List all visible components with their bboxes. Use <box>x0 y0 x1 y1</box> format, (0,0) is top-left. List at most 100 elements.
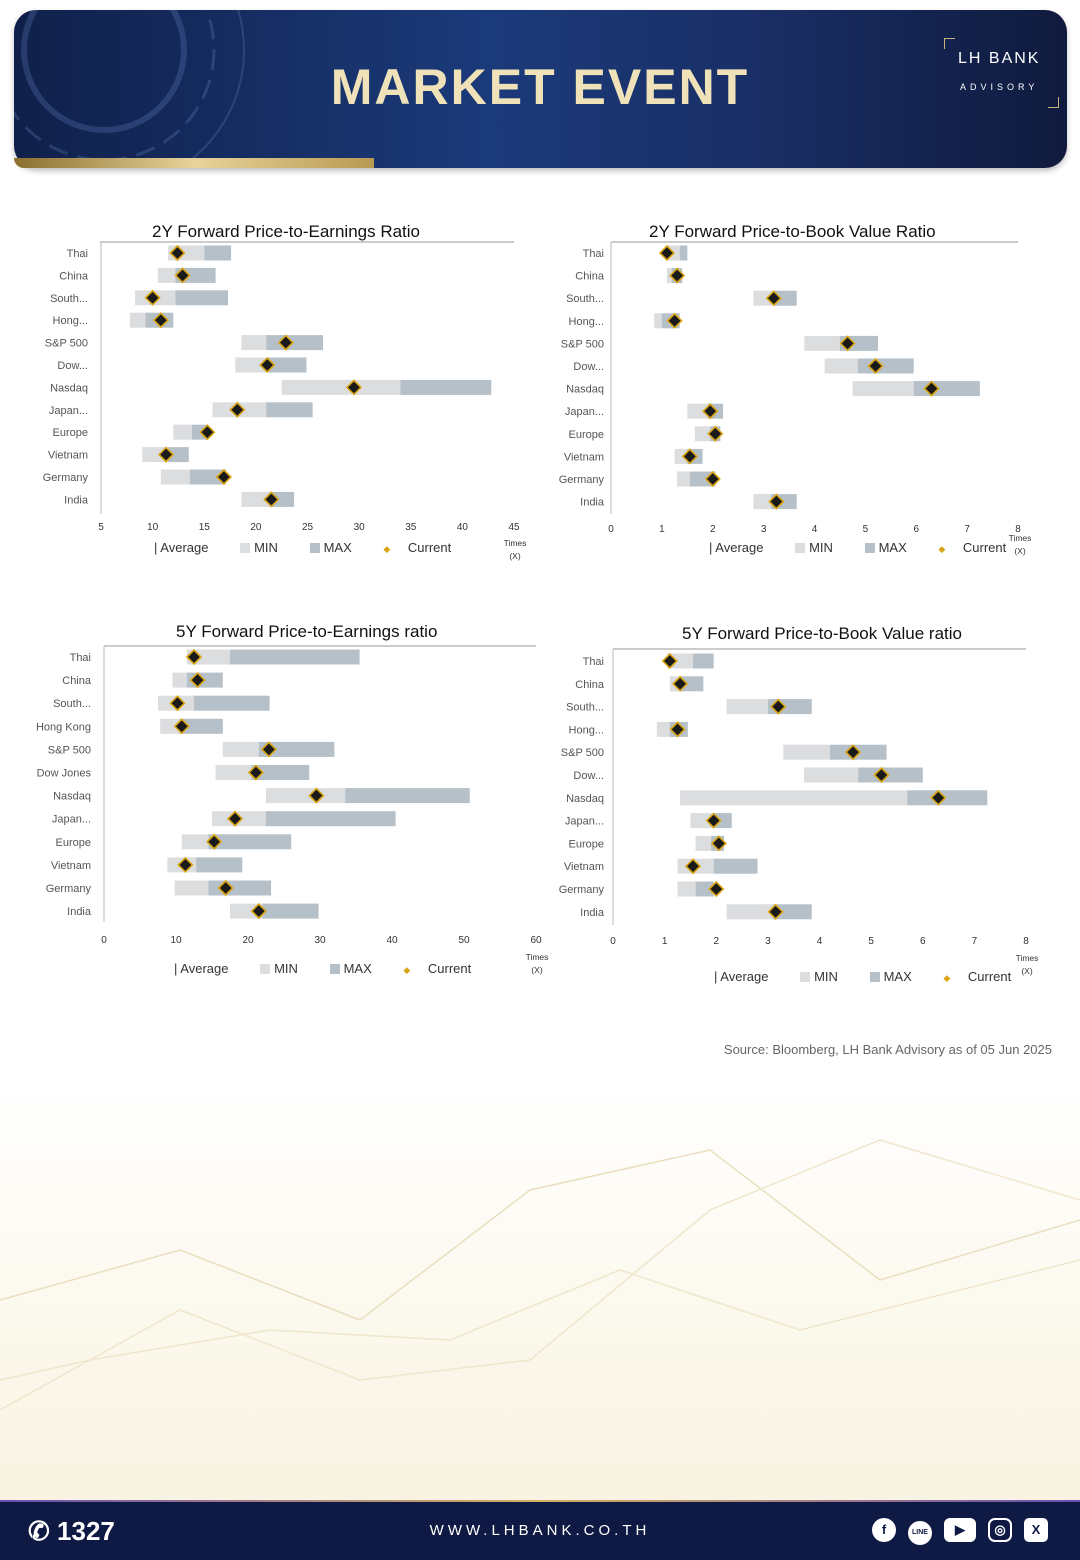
current-marker <box>157 446 175 463</box>
category-label: Japan... <box>49 405 88 417</box>
legend-max-label: MAX <box>343 961 372 976</box>
current-marker <box>770 698 787 715</box>
x-tick-label: 20 <box>250 522 262 533</box>
x-tick-label: 7 <box>972 936 978 947</box>
min-bar <box>241 335 267 351</box>
x-tick-label: 5 <box>98 522 104 533</box>
legend-average: | Average <box>174 961 229 976</box>
legend-min-label: MIN <box>809 540 833 555</box>
instagram-icon[interactable]: ◎ <box>988 1518 1012 1542</box>
x-tick-label: 5 <box>863 524 869 535</box>
min-bar <box>852 381 914 397</box>
legend-max: MAX <box>309 540 366 555</box>
x-tick-label: 10 <box>170 935 182 946</box>
legend-5y-pbv: | Average MIN MAX ◆ Current <box>714 969 1039 984</box>
min-bar <box>804 335 840 351</box>
header-gold-strip <box>14 158 374 168</box>
category-label: Nasdaq <box>566 384 604 396</box>
legend-min-label: MIN <box>254 540 278 555</box>
max-bar <box>707 403 723 419</box>
current-marker <box>185 648 203 666</box>
current-marker <box>705 812 722 829</box>
legend-max: MAX <box>864 540 921 555</box>
category-label: Dow Jones <box>37 768 92 780</box>
max-bar <box>672 268 683 284</box>
header-decoration <box>14 10 245 168</box>
category-label: Germany <box>43 472 89 484</box>
legend-min-label: MIN <box>274 961 298 976</box>
x-icon[interactable]: X <box>1024 1518 1048 1542</box>
facebook-icon[interactable]: f <box>872 1518 896 1542</box>
category-label: Hong Kong <box>36 721 91 733</box>
current-marker <box>199 424 216 441</box>
min-bar <box>172 672 187 688</box>
x-tick-label: 60 <box>530 935 542 946</box>
max-bar <box>196 857 243 873</box>
category-label: Europe <box>53 427 88 439</box>
max-bar <box>204 245 232 261</box>
current-marker <box>308 787 325 804</box>
current-marker <box>669 267 686 284</box>
max-bar <box>713 813 732 829</box>
phone-number: 1327 <box>57 1516 115 1546</box>
max-bar <box>710 426 721 442</box>
min-bar <box>142 447 169 463</box>
legend-2y-pbv: | Average MIN MAX ◆ Current <box>709 540 1034 555</box>
category-label: Dow... <box>573 770 604 782</box>
current-marker <box>169 695 186 712</box>
legend-average-label: Average <box>180 961 229 976</box>
category-label: Japan... <box>565 406 604 418</box>
category-label: Thai <box>583 248 604 260</box>
x-tick-label: 45 <box>508 522 520 533</box>
x-tick-label: 5 <box>868 936 874 947</box>
min-bar <box>168 245 205 261</box>
max-bar <box>713 858 758 874</box>
website-link[interactable]: WWW.LHBANK.CO.TH <box>429 1522 651 1539</box>
category-label: Thai <box>70 652 91 664</box>
current-marker <box>229 401 246 418</box>
x-tick-label: 8 <box>1023 936 1029 947</box>
current-marker <box>839 335 856 352</box>
x-tick-label: 40 <box>386 935 398 946</box>
min-bar <box>157 267 176 283</box>
min-bar <box>824 358 858 374</box>
background-decoration <box>0 1080 1080 1500</box>
social-links: f LINE ▶ ◎ X <box>872 1518 1060 1545</box>
legend-current: ◆ Current <box>383 540 452 555</box>
x-tick-label: 3 <box>765 936 771 947</box>
line-icon[interactable]: LINE <box>908 1521 932 1545</box>
category-label: Vietnam <box>51 860 91 872</box>
category-label: Europe <box>569 838 604 850</box>
max-bar <box>345 788 470 804</box>
min-bar <box>695 835 712 851</box>
category-label: Germany <box>46 883 92 895</box>
category-label: Europe <box>569 429 604 441</box>
current-marker <box>250 902 267 920</box>
source-note: Source: Bloomberg, LH Bank Advisory as o… <box>723 1042 1052 1057</box>
category-label: China <box>575 679 605 691</box>
max-bar <box>771 494 797 510</box>
youtube-icon[interactable]: ▶ <box>944 1518 976 1542</box>
x-tick-label: 1 <box>659 524 665 535</box>
current-marker <box>844 744 862 761</box>
category-label: Hong... <box>569 724 604 736</box>
legend-current-label: Current <box>427 961 472 976</box>
legend-min: MIN <box>800 969 852 984</box>
legend-min-label: MIN <box>814 969 838 984</box>
max-bar <box>711 835 724 851</box>
max-bar <box>258 741 335 757</box>
x-tick-label: 4 <box>812 524 818 535</box>
current-marker <box>768 493 785 510</box>
category-label: Germany <box>559 884 605 896</box>
axis-unit-label: Times <box>504 538 527 548</box>
current-marker <box>345 379 363 396</box>
phone-contact[interactable]: ✆ 1327 <box>28 1516 115 1547</box>
max-bar <box>191 424 208 440</box>
category-label: Dow... <box>57 360 88 372</box>
min-bar <box>212 402 267 418</box>
min-bar <box>726 904 774 920</box>
chart-title-5y-pe: 5Y Forward Price-to-Earnings ratio <box>176 622 438 641</box>
current-marker <box>174 267 191 284</box>
current-marker <box>704 470 721 488</box>
max-bar <box>208 834 292 850</box>
